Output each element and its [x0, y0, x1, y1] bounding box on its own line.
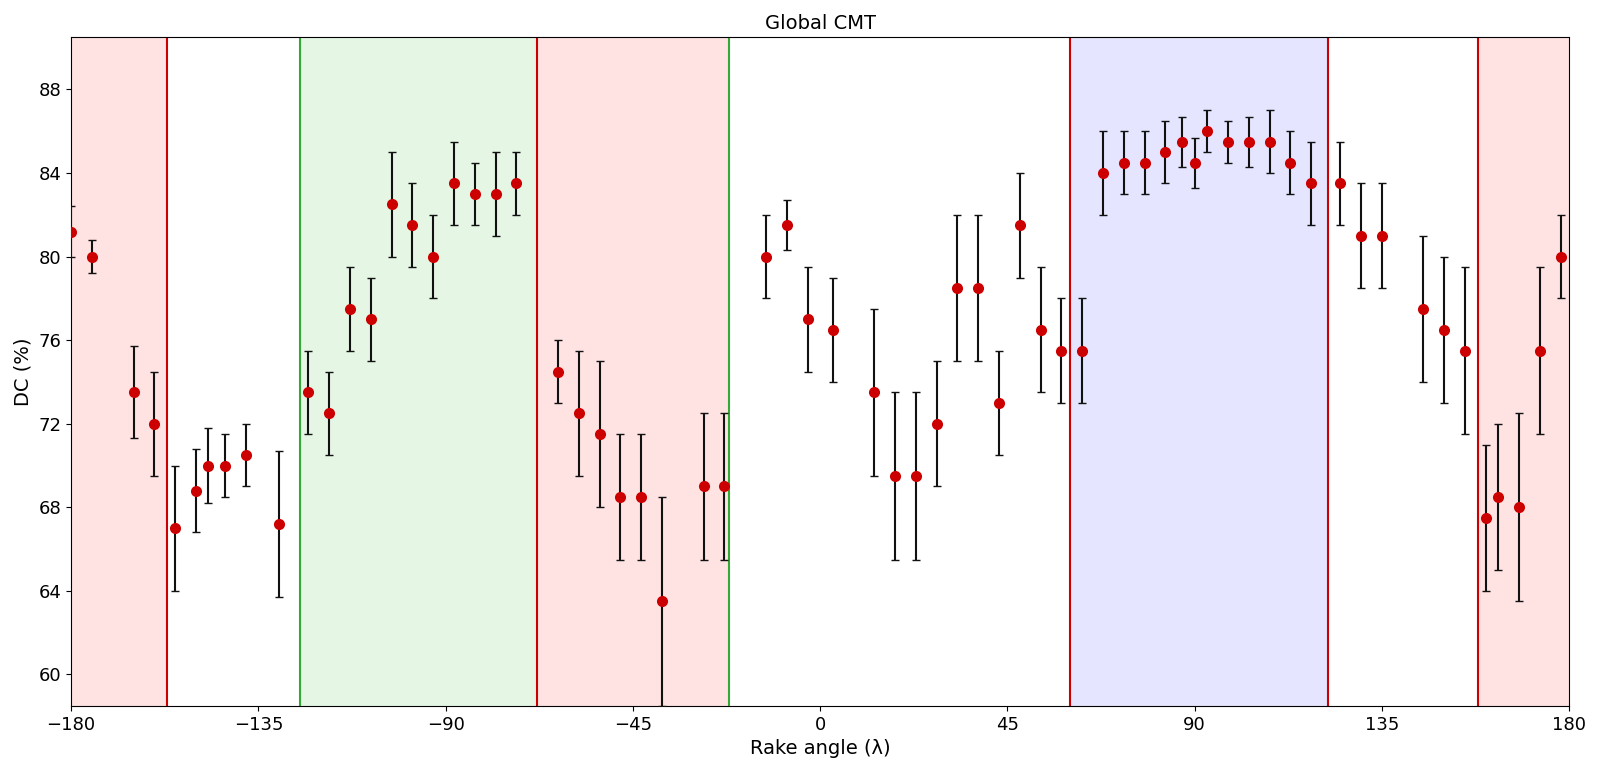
Bar — [70, 37, 166, 706]
Y-axis label: DC (%): DC (%) — [14, 337, 34, 406]
X-axis label: Rake angle (λ): Rake angle (λ) — [750, 739, 891, 758]
Title: Global CMT: Global CMT — [765, 14, 875, 33]
Bar — [1477, 37, 1570, 706]
Bar — [301, 37, 538, 706]
Bar — [1070, 37, 1328, 706]
Bar — [538, 37, 728, 706]
